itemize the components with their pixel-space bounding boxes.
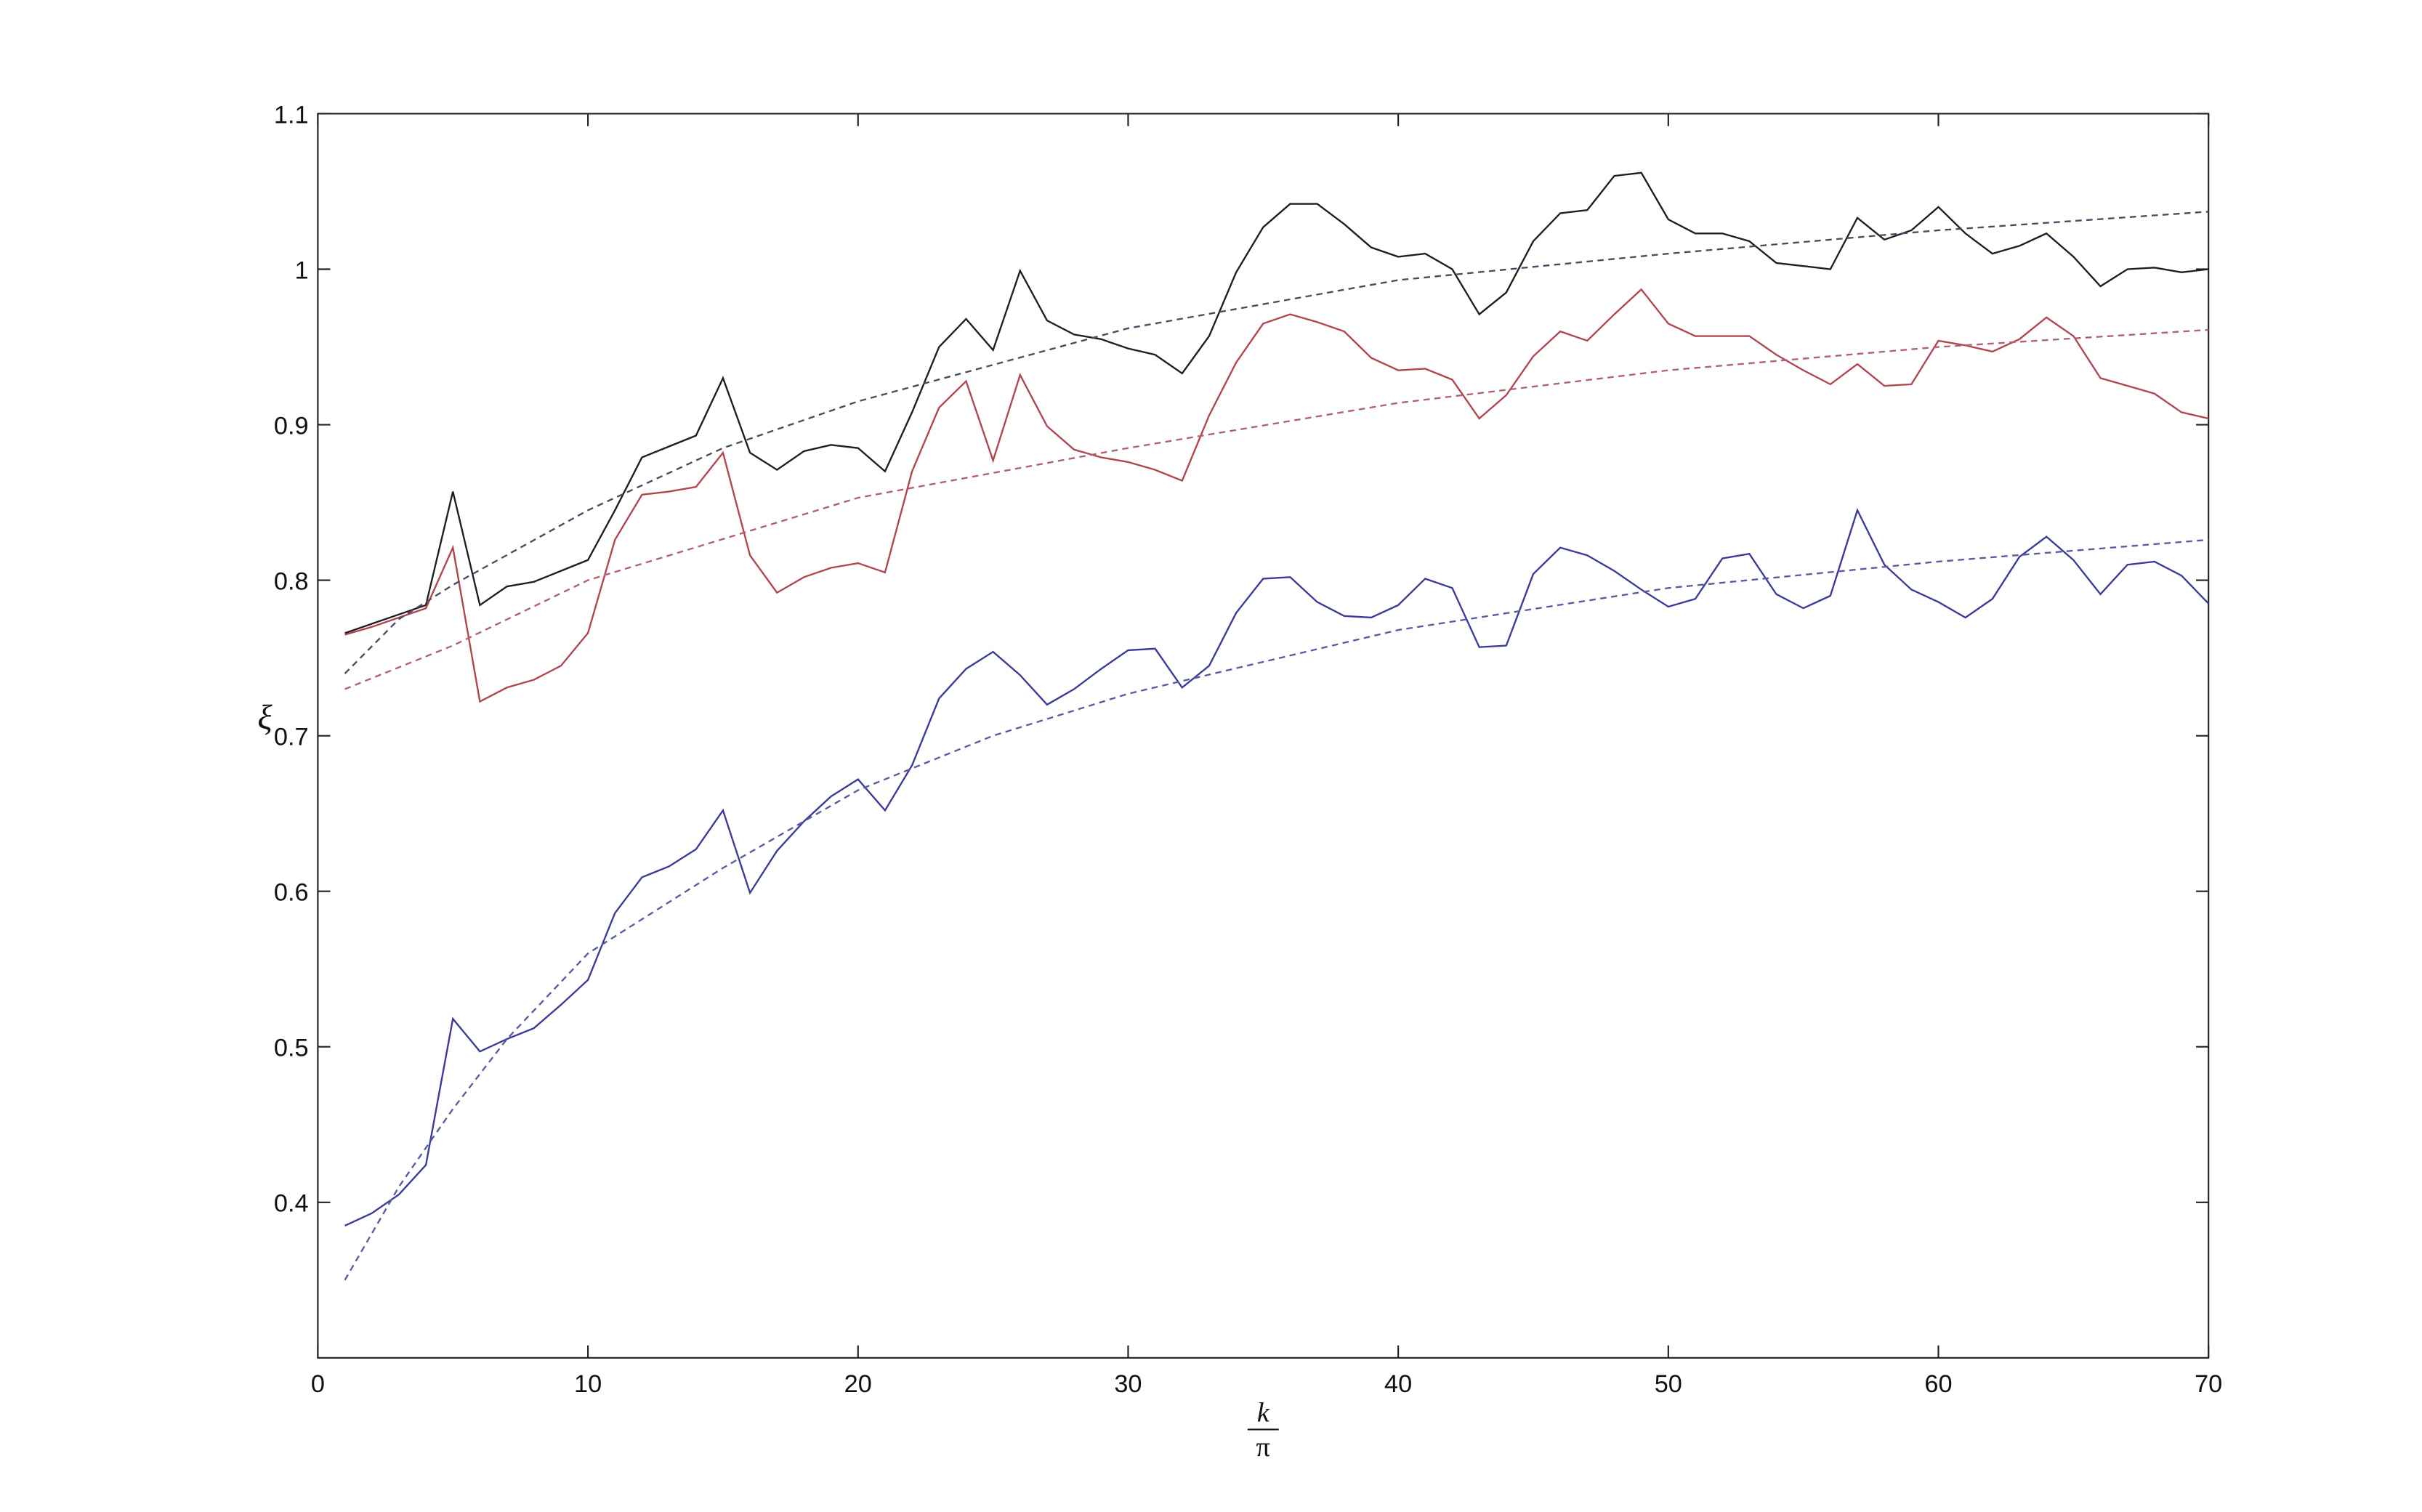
- y-axis-label: ξ: [257, 699, 273, 737]
- y-tick-label: 0.7: [274, 723, 309, 751]
- data-line: [344, 171, 2209, 634]
- y-tick-label: 0.6: [274, 879, 309, 907]
- x-axis-label-numerator: k: [1257, 1398, 1270, 1428]
- data-line: [344, 288, 2209, 703]
- x-axis-label-denominator: π: [1256, 1432, 1270, 1463]
- fit-line: [344, 538, 2209, 1281]
- x-tick-label: 10: [574, 1370, 602, 1398]
- y-tick-label: 0.4: [274, 1190, 309, 1218]
- x-tick-label: 40: [1384, 1370, 1412, 1398]
- y-tick-label: 0.9: [274, 412, 309, 440]
- y-tick-label: 1: [294, 256, 308, 284]
- x-tick-label: 70: [2195, 1370, 2222, 1398]
- x-tick-label: 60: [1924, 1370, 1952, 1398]
- y-tick-label: 1.1: [274, 101, 309, 129]
- data-line: [344, 508, 2210, 1226]
- x-tick-label: 0: [311, 1370, 325, 1398]
- x-tick-label: 50: [1655, 1370, 1682, 1398]
- fit-line: [344, 211, 2209, 674]
- x-tick-label: 30: [1114, 1370, 1142, 1398]
- y-tick-label: 0.8: [274, 567, 309, 595]
- x-tick-label: 20: [844, 1370, 872, 1398]
- y-tick-label: 0.5: [274, 1035, 309, 1062]
- plot-frame: [317, 113, 2210, 1359]
- fit-line: [344, 328, 2209, 690]
